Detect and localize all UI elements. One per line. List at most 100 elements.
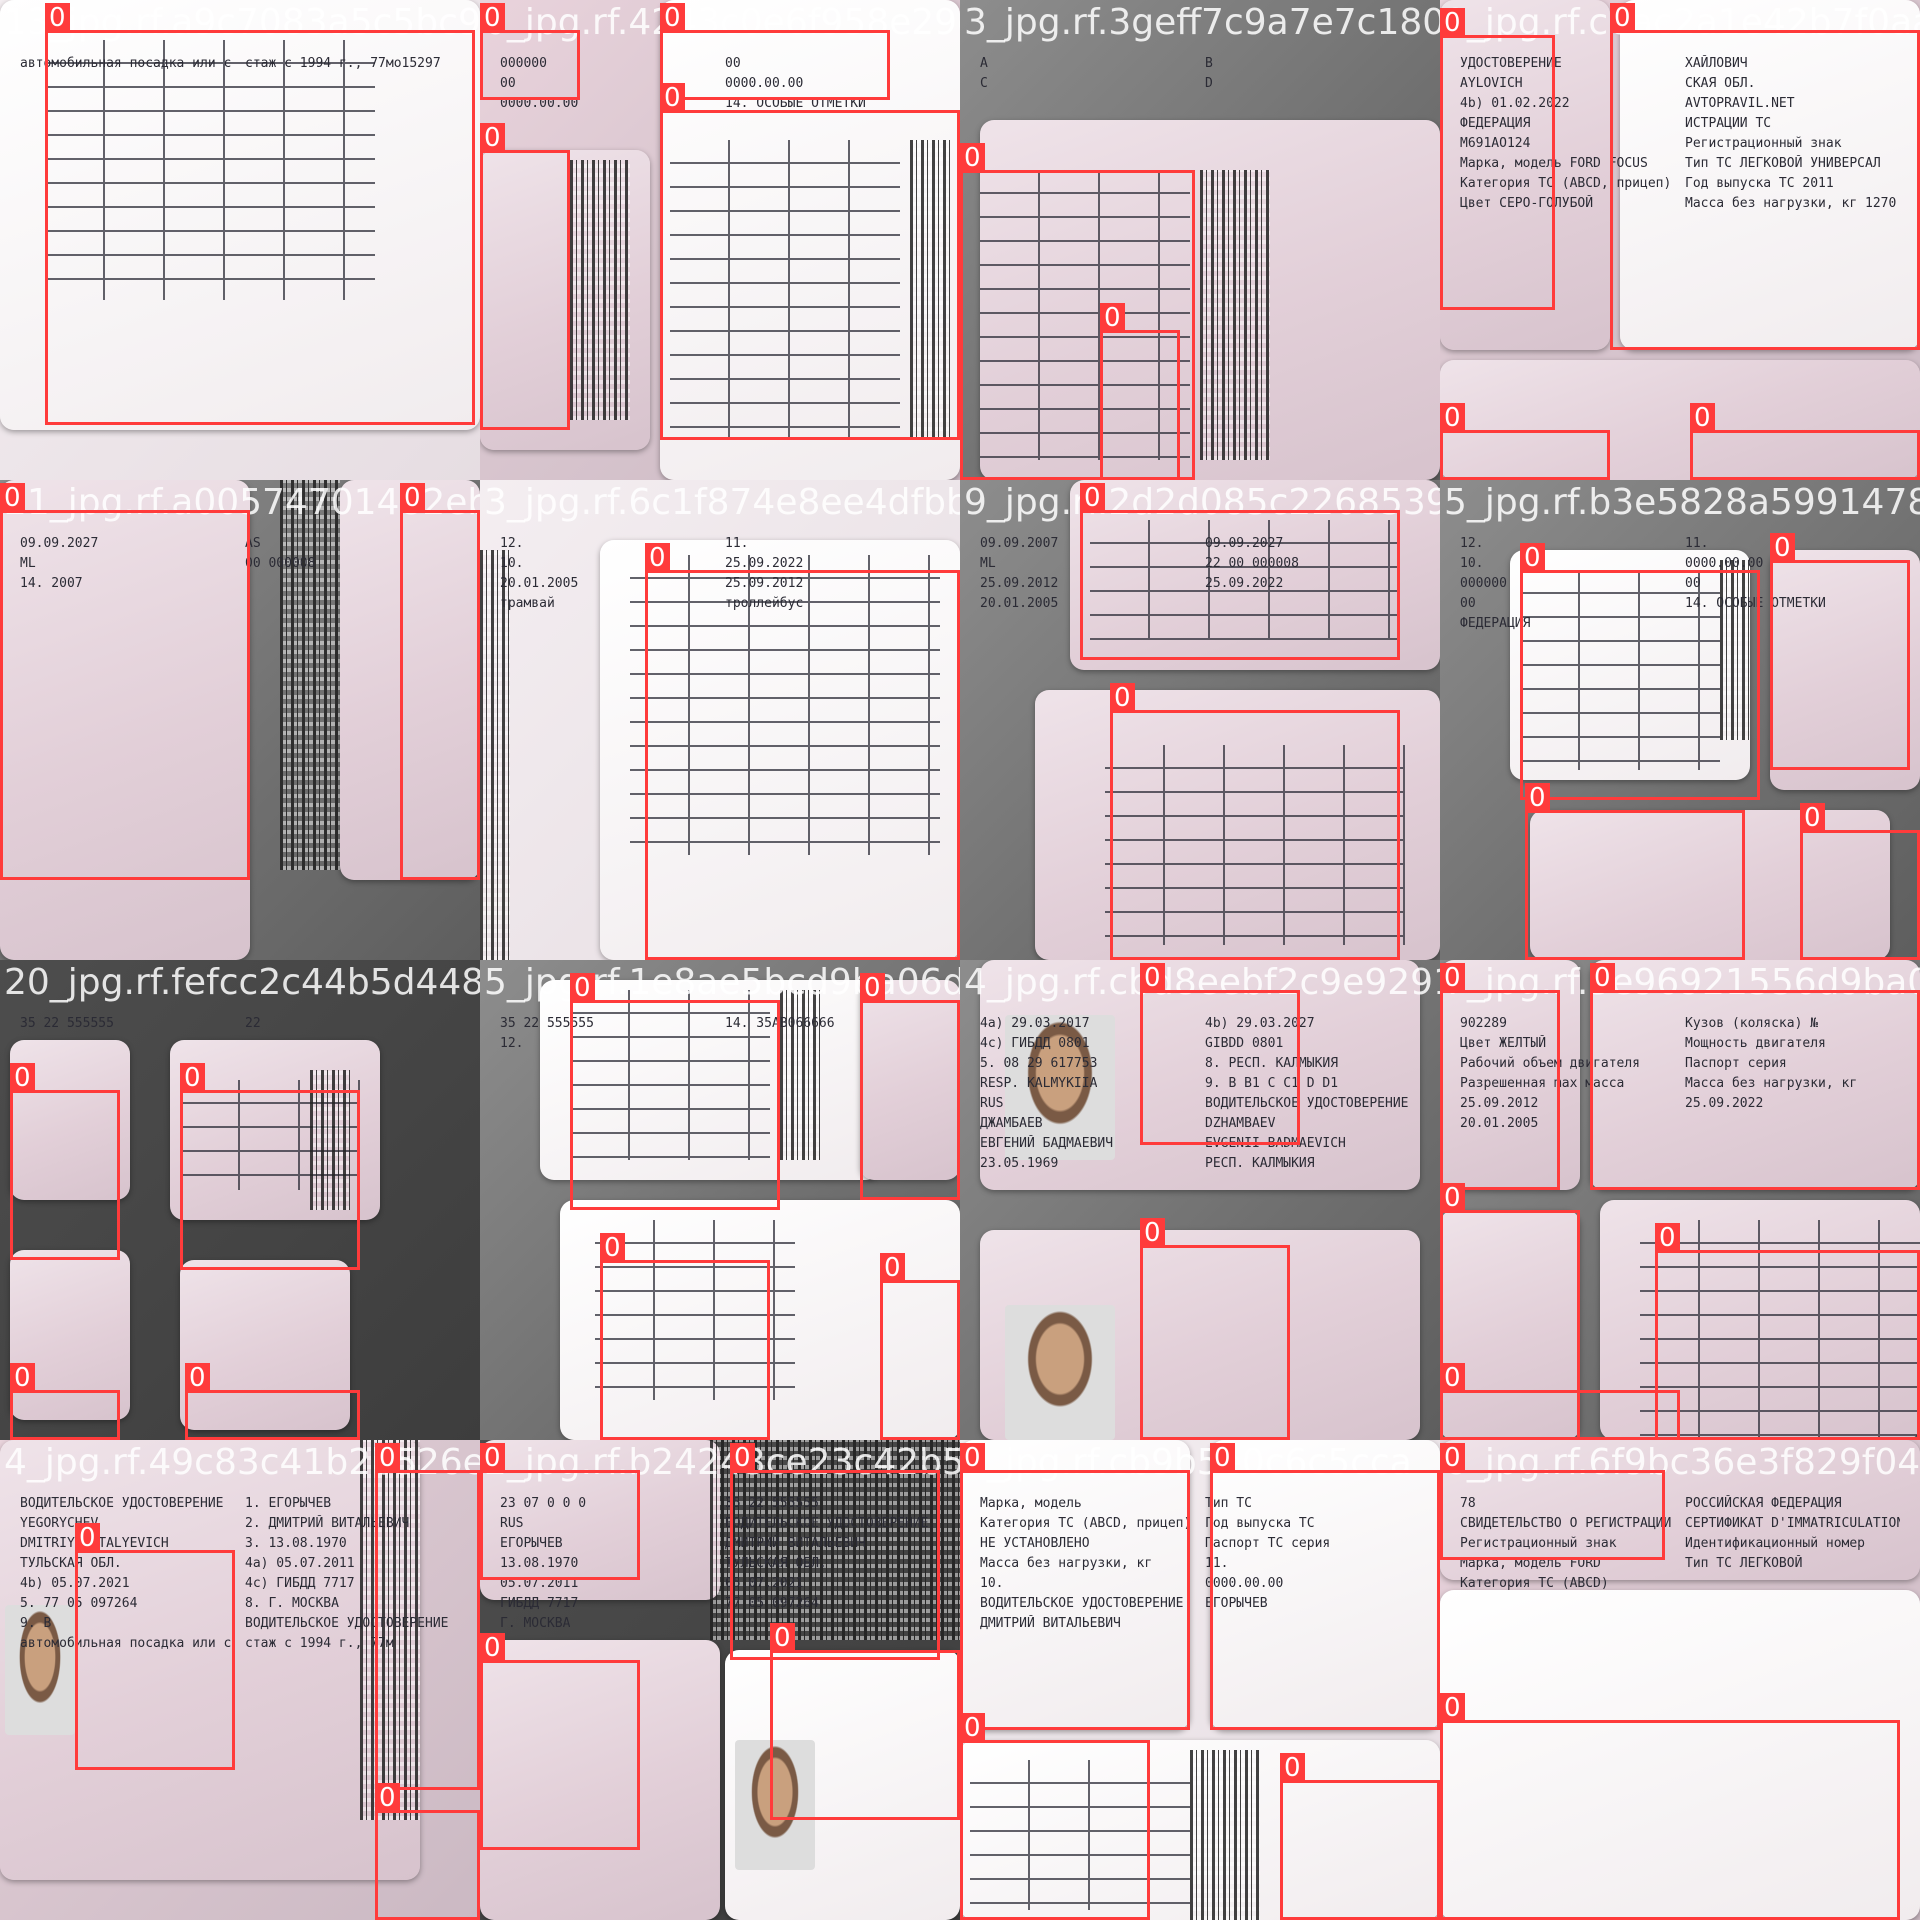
document-text: AYLOVICH: [1460, 76, 1523, 91]
detection-box: 0: [880, 1253, 960, 1440]
class-label: 0: [1440, 963, 1465, 993]
document-text: ДЖАМБАЕВ: [980, 1116, 1043, 1131]
class-label: 0: [1440, 403, 1465, 433]
mosaic-tile: 35 22 555555 22 20_jpg.rf.fefcc2c44b5d4482…: [0, 960, 480, 1440]
class-label: 0: [1520, 543, 1545, 573]
detection-box: 0: [480, 1633, 640, 1850]
license-table-graphic: [1105, 745, 1405, 945]
document-text: 4a) 29.03.2017: [980, 1016, 1090, 1031]
detection-box: 0: [1655, 1223, 1920, 1440]
document-text: 12.: [1460, 536, 1484, 551]
class-label: 0: [880, 1253, 905, 1283]
detection-box: 0: [960, 1443, 1190, 1730]
document-text: 09.09.2027: [20, 536, 99, 551]
document-card: [340, 480, 480, 880]
document-text: ВОДИТЕЛЬСКОЕ УДОСТОВЕРЕНИЕ: [20, 1496, 224, 1511]
class-label: 0: [570, 973, 595, 1003]
document-text: УДОСТОВЕРЕНИЕ: [1460, 56, 1562, 71]
detection-box: 0: [1440, 963, 1560, 1190]
id-photo: [735, 1740, 815, 1870]
document-card: [180, 1260, 350, 1430]
document-card: [1440, 1440, 1920, 1580]
detection-box: 0: [1440, 403, 1610, 480]
mosaic-tile: 09.09.2027 AS ML 00 000008 14. 2007 21_jpg.rf…: [0, 480, 480, 960]
tile-filename: 3_jpg.rf.6c1f874e8ee4dfbbcf73: [484, 482, 960, 523]
detection-box: 0: [480, 123, 570, 430]
document-text: 12.: [500, 536, 524, 551]
class-label: 0: [185, 1363, 210, 1393]
document-text: НЕ УСТАНОВЛЕНО: [980, 1536, 1090, 1551]
document-text: 0000.00.00: [725, 76, 804, 91]
class-label: 0: [45, 3, 70, 33]
mosaic-tile: 09.09.2007 09.09.2027 ML 22 00 000008 25.09.…: [960, 480, 1440, 960]
class-label: 0: [400, 483, 425, 513]
detection-box: 0: [480, 3, 580, 100]
document-text: 00 000008: [245, 556, 316, 571]
document-card: [1590, 960, 1920, 1190]
class-label: 0: [600, 1233, 625, 1263]
class-label: 0: [75, 1523, 100, 1553]
document-text: Паспорт ТС серия: [1205, 1536, 1331, 1551]
document-text: 3. 13.08.1970: [245, 1536, 347, 1551]
detection-box: 0: [1590, 963, 1920, 1190]
detection-box: 0: [1100, 303, 1180, 480]
mosaic-tile: A B C D 3_jpg.rf.3geff7c9a7e7c1809f2fbc 0 0: [960, 0, 1440, 480]
class-label: 0: [1440, 1693, 1465, 1723]
detection-box: 0: [600, 1233, 770, 1440]
class-label: 0: [480, 3, 505, 33]
document-text: 9. B: [20, 1616, 52, 1631]
document-text: ML: [20, 556, 36, 571]
document-text: стаж с 1994 г., 77мо15297: [245, 56, 441, 71]
document-text: ВОДИТЕЛЬСКОЕ УДОСТОВЕРЕНИЕ: [245, 1616, 449, 1631]
document-text: ХАЙЛОВИЧ: [1685, 56, 1748, 71]
detection-box: 0: [730, 1443, 940, 1660]
document-text: 2. ДМИТРИЙ ВИТАЛЬЕВИЧ: [245, 1516, 410, 1531]
barcode-graphic: [1200, 170, 1270, 460]
document-text: 4c) ГИБДД 7717: [245, 1576, 355, 1591]
class-label: 0: [480, 123, 505, 153]
barcode-graphic: [780, 990, 820, 1160]
class-label: 0: [1140, 963, 1165, 993]
document-text: 09.09.2007: [980, 536, 1059, 551]
document-text: 25.09.2012: [980, 576, 1059, 591]
class-label: 0: [960, 1713, 985, 1743]
document-text: 35 22 555555: [725, 1496, 819, 1511]
document-text: 25.09.2022: [1685, 1096, 1764, 1111]
document-text: RUS: [980, 1096, 1004, 1111]
document-text: 14. 35АВ066666: [725, 1016, 835, 1031]
detection-box: 0: [480, 1443, 640, 1580]
detection-box: 0: [400, 483, 480, 880]
document-text: Категория ТС (ABCD, прицеп): [1460, 176, 1672, 191]
detection-box: 0: [375, 1783, 480, 1920]
detection-box: 0: [1525, 783, 1745, 960]
mosaic-tile: 12. 11. 10. 0000.00.00 000000 00 00 14. ОСОБЫЕ …: [1440, 480, 1920, 960]
document-text: 4b) 29.03.2027: [1205, 1016, 1315, 1031]
document-text: 0000.00.00: [1685, 556, 1764, 571]
detection-box: 0: [1440, 1443, 1665, 1560]
class-label: 0: [10, 1063, 35, 1093]
class-label: 0: [0, 483, 25, 513]
detection-box: 0: [1610, 3, 1920, 350]
document-text: ФЕДЕРАЦИЯ: [1460, 116, 1531, 131]
document-text: Марка, модель: [980, 1496, 1082, 1511]
class-label: 0: [375, 1783, 400, 1813]
document-text: ВОДИТЕЛЬСКОЕ УДОСТОВЕРЕНИЕ: [1205, 1096, 1409, 1111]
id-photo: [1005, 1015, 1115, 1160]
document-text: RESP. KALMYKIIA: [980, 1076, 1098, 1091]
class-label: 0: [1590, 963, 1615, 993]
document-card: [1440, 1590, 1920, 1920]
detection-box: 0: [10, 1063, 120, 1260]
mosaic-tile: 78 РОССИЙСКАЯ ФЕДЕРАЦИЯ СВИДЕТЕЛЬСТВО О РЕ…: [1440, 1440, 1920, 1920]
document-card: [1440, 1210, 1580, 1440]
detection-box: 0: [1140, 963, 1300, 1145]
detection-box: 0: [0, 483, 250, 880]
barcode-graphic: [570, 160, 630, 420]
document-text: ЕГОРЫЧЕВ: [1205, 1596, 1268, 1611]
document-card: [480, 1640, 720, 1920]
license-table-graphic: [1090, 520, 1400, 640]
class-label: 0: [180, 1063, 205, 1093]
document-text: Г. МОСКВА: [500, 1616, 571, 1631]
document-text: 4b) 01.02.2022: [1460, 96, 1570, 111]
class-label: 0: [375, 1443, 400, 1473]
